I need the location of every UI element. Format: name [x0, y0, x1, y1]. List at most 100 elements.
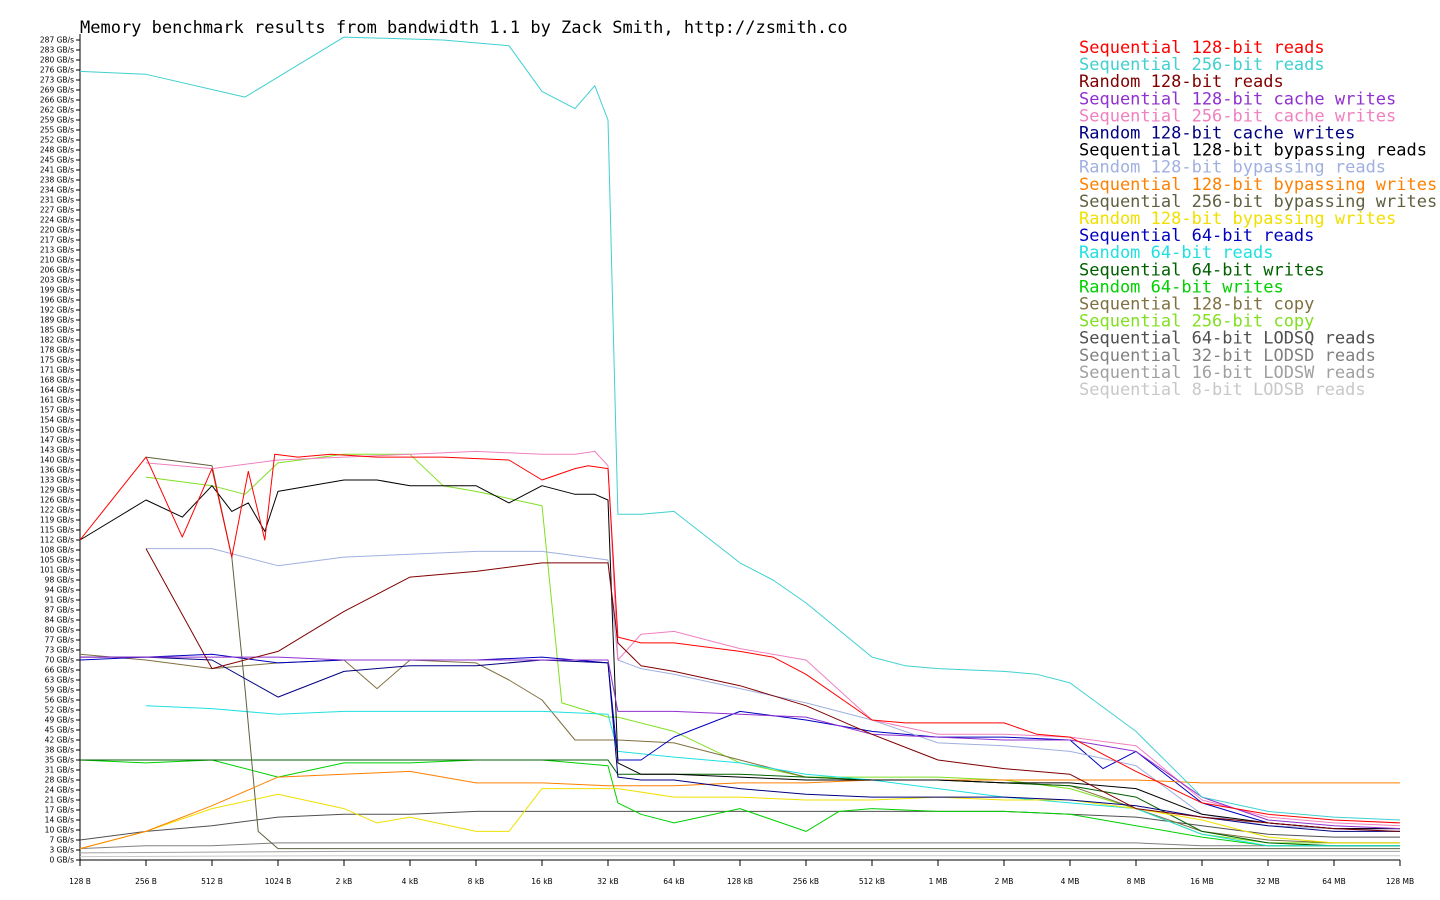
legend-entry: Sequential 256-bit reads — [1079, 55, 1325, 75]
x-tick-label: 128 kB — [727, 877, 753, 886]
y-tick-label: 185 GB/s — [40, 326, 74, 335]
series-line-2 — [79, 36, 1401, 821]
y-tick-label: 63 GB/s — [45, 676, 74, 685]
y-tick-label: 45 GB/s — [45, 726, 74, 735]
y-tick-label: 269 GB/s — [40, 86, 74, 95]
series-lines — [79, 36, 1401, 858]
y-tick-label: 175 GB/s — [40, 356, 74, 365]
y-tick-label: 164 GB/s — [40, 386, 74, 395]
y-tick-label: 245 GB/s — [40, 156, 74, 165]
x-tick-label: 4 MB — [1061, 877, 1080, 886]
y-tick-label: 105 GB/s — [40, 556, 74, 565]
y-tick-label: 24 GB/s — [45, 786, 74, 795]
y-tick-label: 224 GB/s — [40, 216, 74, 225]
y-tick-label: 14 GB/s — [45, 816, 74, 825]
y-tick-label: 178 GB/s — [40, 346, 74, 355]
y-tick-label: 84 GB/s — [45, 616, 74, 625]
y-tick-label: 66 GB/s — [45, 666, 74, 675]
y-tick-label: 3 GB/s — [49, 846, 74, 855]
y-tick-label: 112 GB/s — [40, 536, 74, 545]
y-tick-label: 140 GB/s — [40, 456, 74, 465]
y-tick-label: 80 GB/s — [45, 626, 74, 635]
y-tick-label: 77 GB/s — [45, 636, 74, 645]
x-tick-label: 64 MB — [1322, 877, 1346, 886]
y-tick-label: 238 GB/s — [40, 176, 74, 185]
y-tick-label: 129 GB/s — [40, 486, 74, 495]
y-tick-label: 227 GB/s — [40, 206, 74, 215]
y-tick-label: 17 GB/s — [45, 806, 74, 815]
y-tick-label: 10 GB/s — [45, 826, 74, 835]
series-line-18 — [79, 810, 1400, 841]
legend-entry: Random 64-bit reads — [1079, 243, 1273, 263]
y-tick-label: 101 GB/s — [40, 566, 74, 575]
y-tick-label: 38 GB/s — [45, 746, 74, 755]
y-tick-label: 206 GB/s — [40, 266, 74, 275]
y-tick-label: 70 GB/s — [45, 656, 74, 665]
y-tick-label: 280 GB/s — [40, 56, 74, 65]
y-axis: 0 GB/s3 GB/s7 GB/s10 GB/s14 GB/s17 GB/s 2… — [40, 34, 81, 865]
legend-entry: Sequential 256-bit copy — [1079, 312, 1314, 332]
y-tick-label: 0 GB/s — [49, 856, 74, 865]
y-tick-label: 287 GB/s — [40, 36, 74, 45]
y-tick-label: 98 GB/s — [45, 576, 74, 585]
y-tick-label: 199 GB/s — [40, 286, 74, 295]
series-line-15 — [79, 759, 1400, 847]
x-tick-label: 32 MB — [1256, 877, 1280, 886]
x-tick-label: 256 kB — [793, 877, 819, 886]
x-tick-label: 512 B — [201, 877, 223, 886]
x-tick-label: 128 B — [69, 877, 91, 886]
series-line-7 — [79, 479, 1400, 830]
y-tick-label: 73 GB/s — [45, 646, 74, 655]
series-line-12 — [79, 653, 1400, 830]
x-tick-label: 16 kB — [531, 877, 552, 886]
y-tick-label: 241 GB/s — [40, 166, 74, 175]
y-tick-label: 231 GB/s — [40, 196, 74, 205]
y-tick-label: 42 GB/s — [45, 736, 74, 745]
y-tick-label: 136 GB/s — [40, 466, 74, 475]
series-line-21 — [79, 855, 1400, 858]
y-tick-label: 210 GB/s — [40, 256, 74, 265]
y-tick-label: 276 GB/s — [40, 66, 74, 75]
y-tick-label: 87 GB/s — [45, 606, 74, 615]
x-tick-label: 4 kB — [402, 877, 419, 886]
y-tick-label: 266 GB/s — [40, 96, 74, 105]
y-tick-label: 150 GB/s — [40, 426, 74, 435]
y-tick-label: 56 GB/s — [45, 696, 74, 705]
legend-entry: Random 128-bit bypassing writes — [1079, 209, 1396, 229]
y-tick-label: 126 GB/s — [40, 496, 74, 505]
series-line-8 — [146, 548, 1401, 832]
y-tick-label: 171 GB/s — [40, 366, 74, 375]
y-tick-label: 203 GB/s — [40, 276, 74, 285]
y-tick-label: 154 GB/s — [40, 416, 74, 425]
y-tick-label: 35 GB/s — [45, 756, 74, 765]
y-tick-label: 31 GB/s — [45, 766, 74, 775]
x-axis: 128 B 256 B 512 B 1024 B 2 kB 4 kB 8 kB 16 kB 32… — [69, 859, 1414, 886]
y-tick-label: 255 GB/s — [40, 126, 74, 135]
legend-entry: Sequential 128-bit reads — [1079, 38, 1325, 58]
y-tick-label: 115 GB/s — [40, 526, 74, 535]
x-tick-label: 2 MB — [995, 877, 1014, 886]
y-tick-label: 161 GB/s — [40, 396, 74, 405]
y-tick-label: 147 GB/s — [40, 436, 74, 445]
series-line-5 — [145, 450, 1401, 827]
y-tick-label: 273 GB/s — [40, 76, 74, 85]
x-tick-label: 16 MB — [1190, 877, 1214, 886]
legend-entry: Sequential 8-bit LODSB reads — [1079, 380, 1366, 400]
y-tick-label: 28 GB/s — [45, 776, 74, 785]
series-line-1 — [79, 453, 1401, 824]
y-tick-label: 7 GB/s — [49, 836, 74, 845]
legend-entry: Sequential 64-bit writes — [1079, 260, 1325, 280]
y-tick-label: 143 GB/s — [40, 446, 74, 455]
y-tick-label: 234 GB/s — [40, 186, 74, 195]
series-line-10 — [145, 456, 1400, 850]
x-tick-label: 32 kB — [597, 877, 618, 886]
y-tick-label: 182 GB/s — [40, 336, 74, 345]
legend-entry: Sequential 128-bit bypassing writes — [1079, 175, 1437, 195]
legend-entry: Sequential 32-bit LODSD reads — [1079, 346, 1376, 366]
series-line-19 — [79, 842, 1400, 850]
y-tick-label: 192 GB/s — [40, 306, 74, 315]
legend-entry: Random 128-bit bypassing reads — [1079, 158, 1386, 178]
y-tick-label: 189 GB/s — [40, 316, 74, 325]
legend-entry: Sequential 256-bit cache writes — [1079, 106, 1396, 126]
y-tick-label: 168 GB/s — [40, 376, 74, 385]
